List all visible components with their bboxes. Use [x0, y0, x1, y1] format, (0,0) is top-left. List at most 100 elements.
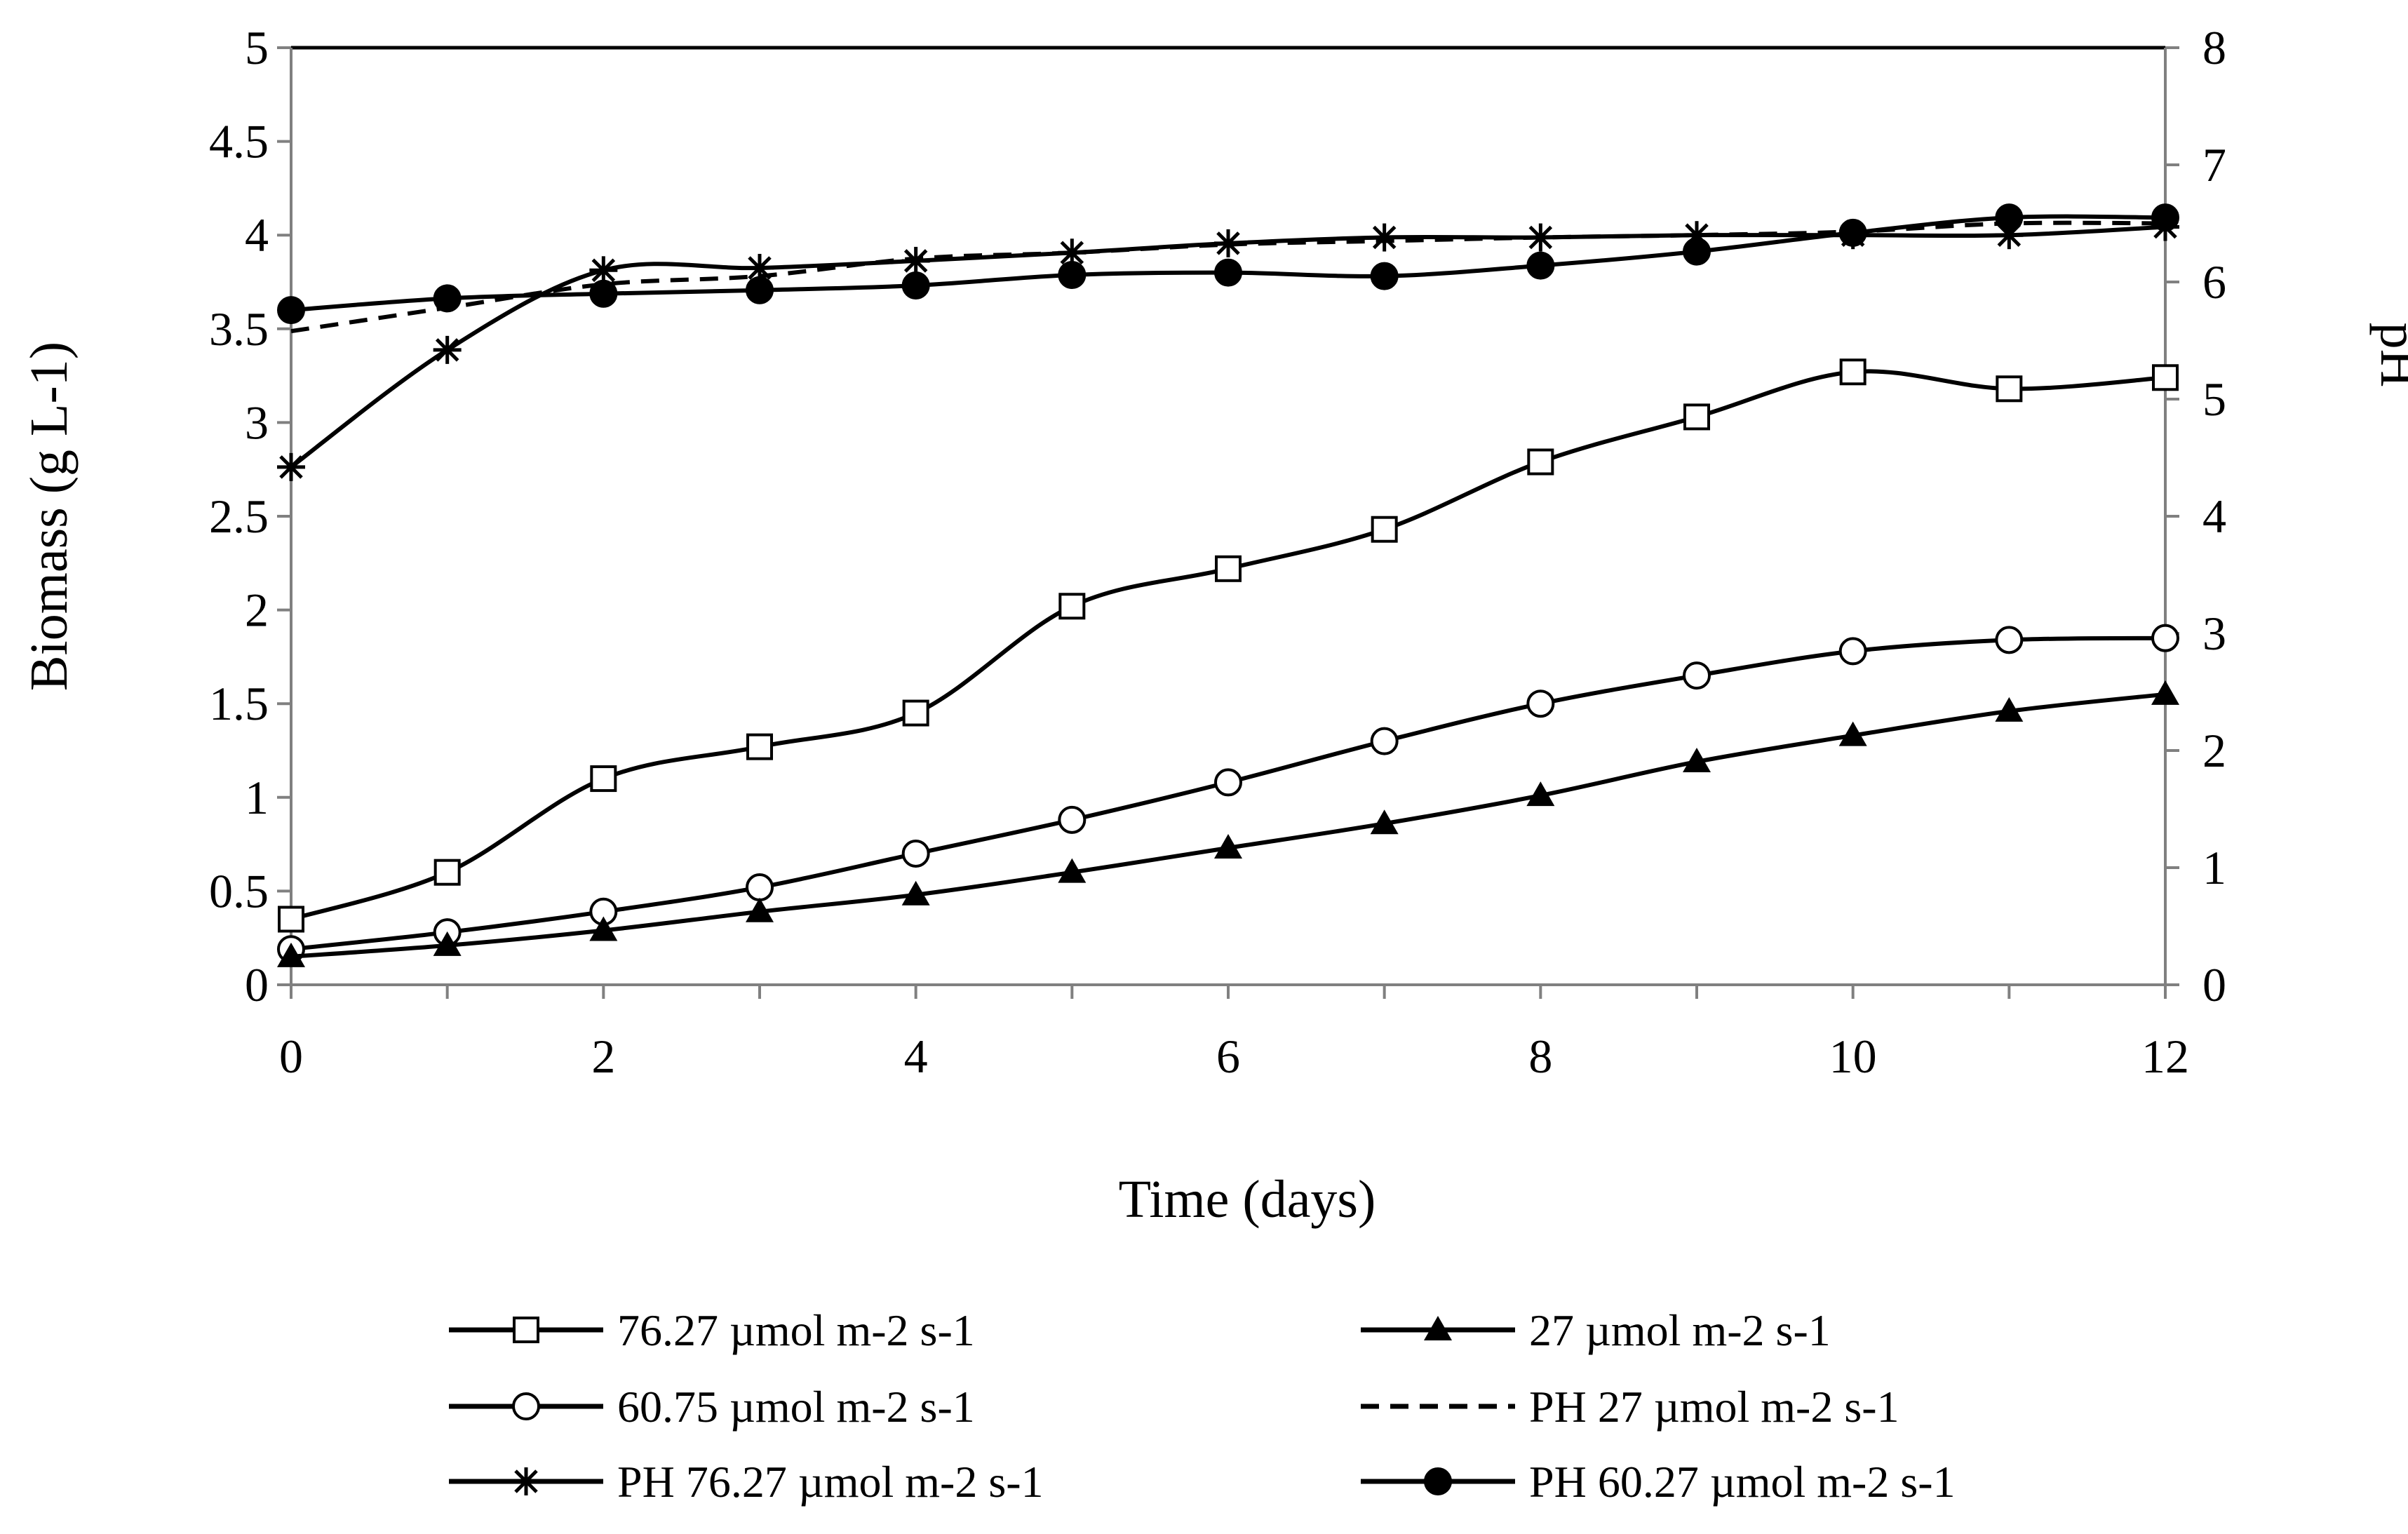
right-tick-label: 1	[2202, 841, 2226, 894]
legend-entry: 76.27 µmol m-2 s-1	[449, 1305, 975, 1355]
series-1	[277, 680, 2179, 967]
data-point	[277, 452, 305, 481]
left-tick-label: 1	[245, 771, 269, 824]
data-point	[1838, 721, 1867, 746]
right-axis-ticks: 0 1 2 3 4 5 6 7 8	[2165, 21, 2226, 1011]
data-point	[589, 256, 618, 285]
data-point	[1838, 637, 1867, 666]
data-point	[1214, 258, 1242, 287]
legend: 76.27 µmol m-2 s-1 60.75 µmol m-2 s-1 PH 7…	[449, 1305, 1956, 1507]
data-point	[1995, 697, 2024, 722]
right-tick-label: 0	[2202, 958, 2226, 1011]
data-point	[746, 897, 774, 922]
series-5	[277, 203, 2179, 325]
data-point	[746, 276, 774, 304]
data-point	[746, 733, 773, 760]
data-point	[1058, 593, 1086, 620]
legend-label: 27 µmol m-2 s-1	[1529, 1305, 1831, 1355]
data-point	[2151, 624, 2179, 652]
data-point	[589, 916, 618, 941]
legend-marker	[1424, 1467, 1452, 1495]
data-point	[433, 931, 462, 956]
left-tick-label: 4.5	[209, 115, 269, 168]
x-tick-label: 10	[1829, 1030, 1877, 1083]
x-tick-label: 8	[1528, 1030, 1552, 1083]
data-point	[1995, 626, 2024, 654]
legend-entry: PH 27 µmol m-2 s-1	[1361, 1382, 1899, 1432]
right-tick-label: 2	[2202, 724, 2226, 777]
data-point	[433, 335, 462, 364]
series-0	[278, 358, 2179, 933]
legend-entry: 27 µmol m-2 s-1	[1361, 1305, 1831, 1355]
data-point	[433, 284, 462, 313]
data-point	[1526, 781, 1555, 807]
data-point	[1371, 516, 1398, 543]
legend-marker	[513, 1317, 539, 1343]
data-point	[1526, 689, 1555, 718]
x-tick-label: 2	[591, 1030, 615, 1083]
left-axis-ticks: 0 0.5 1 1.5 2 2.5 3 3.5 4 4.5 5	[209, 21, 291, 1011]
legend-label: PH 60.27 µmol m-2 s-1	[1529, 1457, 1956, 1507]
left-tick-label: 2	[245, 584, 269, 637]
data-point	[1526, 223, 1555, 252]
data-point	[1839, 358, 1866, 386]
legend-marker	[512, 1392, 540, 1420]
data-point	[902, 699, 929, 727]
legend-marker	[1424, 1316, 1452, 1340]
data-point	[2151, 680, 2179, 705]
data-point	[277, 296, 305, 325]
data-point	[1683, 237, 1711, 266]
data-point	[1683, 403, 1710, 431]
data-point	[278, 906, 304, 933]
data-point	[901, 246, 930, 275]
x-tick-label: 0	[279, 1030, 303, 1083]
data-point	[589, 279, 618, 308]
left-tick-label: 0	[245, 958, 269, 1011]
left-tick-label: 3.5	[209, 302, 269, 356]
data-point	[1370, 727, 1399, 755]
legend-marker	[512, 1467, 540, 1495]
data-point	[1215, 555, 1242, 582]
data-point	[590, 765, 617, 793]
data-point	[901, 271, 930, 300]
data-point	[901, 880, 930, 906]
left-tick-label: 4	[245, 208, 269, 262]
legend-entry: 60.75 µmol m-2 s-1	[449, 1382, 975, 1432]
x-tick-label: 4	[904, 1030, 928, 1083]
left-tick-label: 3	[245, 396, 269, 449]
right-tick-label: 4	[2202, 490, 2226, 543]
legend-label: 76.27 µmol m-2 s-1	[617, 1305, 975, 1355]
legend-entry: PH 76.27 µmol m-2 s-1	[449, 1457, 1044, 1507]
right-tick-label: 7	[2202, 138, 2226, 191]
y-axis-title: Biomass (g L-1)	[20, 342, 79, 691]
right-tick-label: 5	[2202, 372, 2226, 426]
left-tick-label: 0.5	[209, 864, 269, 917]
legend-entry: PH 60.27 µmol m-2 s-1	[1361, 1457, 1956, 1507]
series-2	[277, 624, 2179, 964]
data-point	[1370, 262, 1399, 290]
data-point	[277, 942, 305, 967]
data-point	[901, 839, 930, 868]
data-point	[1214, 833, 1242, 859]
data-point	[1527, 448, 1554, 476]
legend-label: PH 27 µmol m-2 s-1	[1529, 1382, 1899, 1432]
left-tick-label: 2.5	[209, 490, 269, 543]
legend-label: 60.75 µmol m-2 s-1	[617, 1382, 975, 1432]
data-point	[1058, 260, 1087, 289]
data-point	[1214, 229, 1242, 257]
legend-label: PH 76.27 µmol m-2 s-1	[617, 1457, 1044, 1507]
data-point	[2151, 203, 2179, 232]
data-point	[2152, 364, 2179, 391]
y2-axis-title: pH	[2369, 323, 2408, 388]
x-axis-ticks: 0 2 4 6 8 10 12	[279, 985, 2189, 1083]
data-point	[746, 873, 774, 902]
right-tick-label: 3	[2202, 607, 2226, 660]
data-point	[433, 859, 461, 886]
x-tick-label: 6	[1216, 1030, 1240, 1083]
data-point	[1058, 238, 1087, 267]
x-axis-title: Time (days)	[1119, 1170, 1376, 1229]
left-tick-label: 1.5	[209, 677, 269, 730]
data-point	[1370, 809, 1399, 835]
left-tick-label: 5	[245, 21, 269, 74]
